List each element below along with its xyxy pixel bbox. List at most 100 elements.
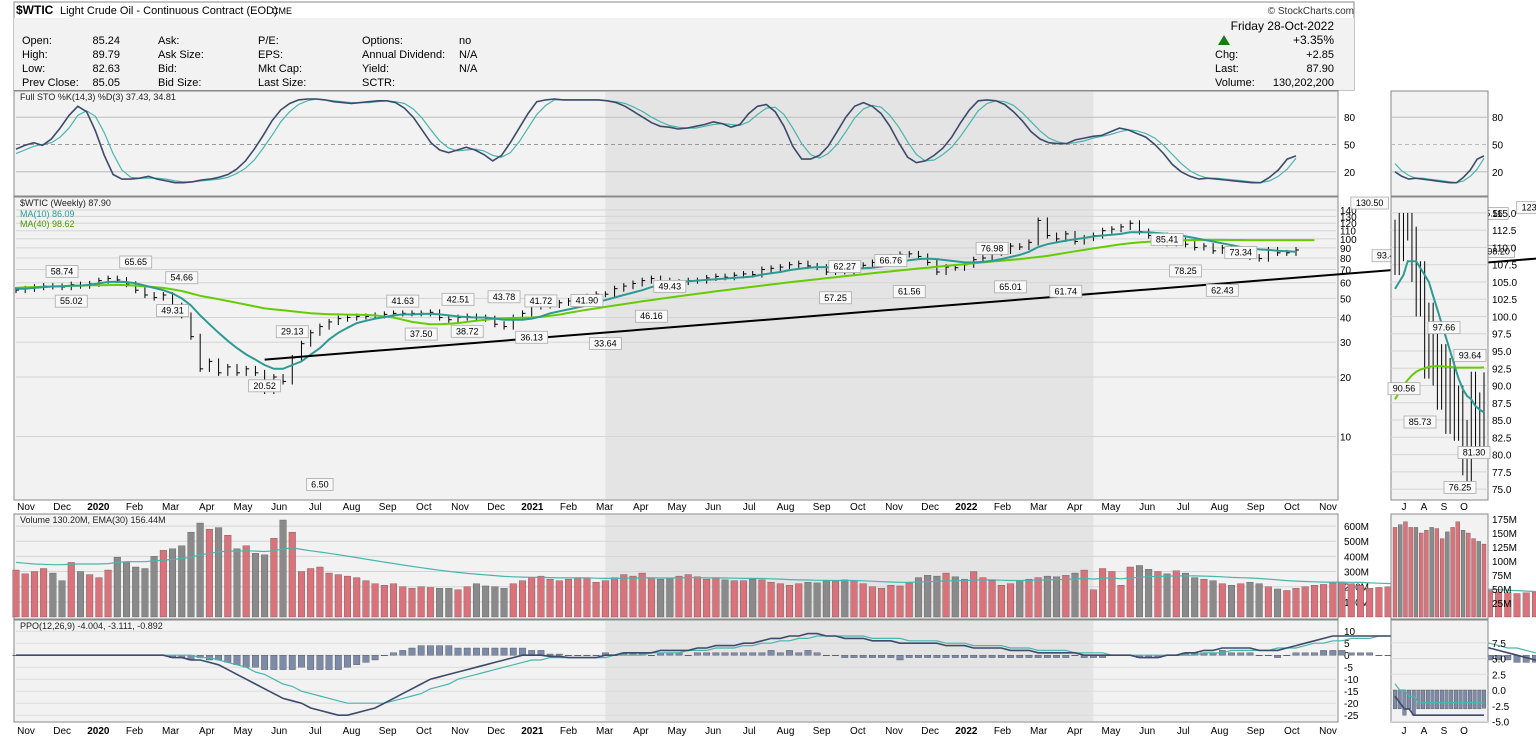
inset-volume-bar [1471,538,1476,618]
ppo-histogram-bar [1366,652,1374,656]
date-line: Friday 28-Oct-2022 [1231,19,1335,33]
ppo-histogram-bar [813,652,821,656]
data-label-box [119,255,153,269]
volume-bar [951,576,959,618]
stat-label: Bid Size: [158,77,201,89]
ppo-histogram-bar [776,652,784,656]
volume-bar [1016,580,1024,618]
volume-bar [1329,582,1337,618]
price-panel-title: $WTIC (Weekly) 87.90 [20,198,111,208]
stat-value: N/A [459,49,478,61]
x-tick-label: Dec [921,502,939,513]
x-tick-label: May [668,726,687,737]
x-tick-label: Oct [1284,726,1300,737]
x-tick-label: Feb [994,726,1012,737]
volume-tick-label: 300M [1344,568,1369,579]
ppo-histogram-bar [1292,652,1300,656]
volume-bar [371,583,379,618]
x-tick-label: Mar [1030,726,1048,737]
volume-bar [1108,571,1116,618]
x-tick-label: Sep [379,726,397,737]
data-label-box [994,280,1027,294]
stat-value: 130,202,200 [1273,77,1334,89]
volume-bar [1034,577,1042,618]
volume-bar [611,577,619,618]
volume-bar [1246,581,1254,618]
data-label: 36.13 [520,332,543,342]
volume-bar [196,522,204,618]
inset-data-label-box [1457,446,1491,459]
ppo-histogram-bar [592,655,600,656]
volume-bar [417,586,425,618]
ppo-histogram-bar [1311,652,1318,656]
x-tick-label: 2020 [87,726,110,737]
x-tick-label: Apr [633,726,649,737]
inset-data-label: 97.66 [1433,323,1456,333]
inset-price-tick-label: 112.5 [1492,226,1517,237]
inset-price-tick-label: 95.0 [1492,347,1512,358]
x-tick-label: Mar [1030,502,1048,513]
ppo-histogram-bar [1062,655,1070,658]
data-label: 130.50 [1356,198,1384,208]
data-label-box [450,324,484,338]
price-panel: $WTIC (Weekly) 87.9010203040506070809010… [13,196,1536,501]
volume-bar [1218,583,1226,618]
ppo-histogram-bar [730,652,738,656]
ppo-histogram-bar [786,650,793,656]
ppo-histogram-bar [767,650,775,656]
inset-x-tick-label: J [1402,502,1407,513]
data-label-box [165,271,199,285]
data-label-box [275,325,309,339]
volume-bar [1172,570,1180,618]
inset-price-tick-label: 92.5 [1492,364,1512,375]
stat-value: 82.63 [92,63,120,75]
inset-price-tick-label: 115.0 [1492,209,1517,220]
inset-data-label-box [1387,382,1421,396]
ppo-histogram-bar [279,655,287,670]
data-label-box [386,294,420,308]
volume-bar [334,574,342,618]
volume-bar [555,580,563,618]
ppo-histogram-bar [694,652,701,656]
volume-bar [546,578,554,618]
ppo-histogram-bar [1246,652,1254,656]
volume-bar [1338,581,1346,618]
symbol-title: $WTIC [16,3,54,17]
ppo-histogram-bar [445,645,453,656]
data-label-box [1169,264,1202,278]
inset-price-tick-label: 107.5 [1492,261,1517,272]
x-tick-label: Aug [1211,502,1229,513]
inset-sto-tick-label: 50 [1492,141,1504,152]
ppo-histogram-bar [288,655,296,670]
volume-bar [1513,593,1521,618]
stat-label: SCTR: [362,77,395,89]
x-tick-label: Feb [994,502,1012,513]
inset-data-label-box [1427,321,1461,335]
inset-data-label-box [1443,481,1477,494]
volume-bar [924,575,932,618]
sto-d-series-line [15,98,1297,184]
inset-x-tick-label: O [1460,502,1468,513]
volume-bar [721,579,729,618]
ppo-histogram-bar [832,655,839,656]
data-label: 6.50 [311,479,329,489]
volume-bar [279,519,287,618]
price-tick-label: 120 [1340,219,1357,230]
data-label-box [828,260,862,273]
inset-price-tick-label: 77.5 [1492,468,1512,479]
inset-data-label-box [1403,415,1437,429]
inset-daily-panels: 20 50 80 75.0 77.5 80.0 82.5 85.0 87.5 90.0 92.5 95… [1387,90,1517,737]
data-label: 41.72 [530,296,553,306]
inset-price-tick-label: 75.0 [1492,485,1512,496]
ma40-series-line [15,238,1315,326]
volume-bar [40,568,48,618]
ppo-histogram-bar [905,655,913,658]
volume-bar [1366,588,1374,618]
ppo-histogram-bar [648,655,655,656]
inset-sto-d-line [1394,157,1485,184]
price-tick-label: 50 [1340,294,1352,305]
volume-bar [583,578,591,618]
inset-volume-tick-label: 125M [1492,543,1517,554]
volume-bar [205,528,213,618]
volume-bar [1099,568,1107,618]
